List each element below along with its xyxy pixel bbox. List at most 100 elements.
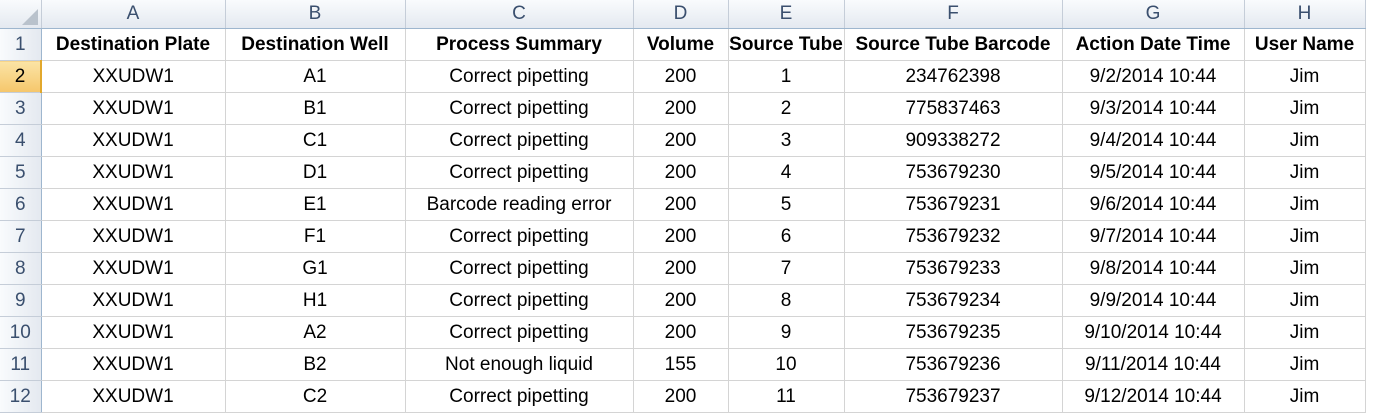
table-cell[interactable]: 909338272 bbox=[844, 124, 1063, 157]
header-cell[interactable]: Source Tube bbox=[728, 28, 845, 61]
table-cell[interactable]: XXUDW1 bbox=[41, 252, 226, 285]
column-header-e[interactable]: E bbox=[728, 0, 845, 29]
table-cell[interactable]: 9/5/2014 10:44 bbox=[1062, 156, 1245, 189]
table-cell[interactable]: Correct pipetting bbox=[405, 92, 634, 125]
table-cell[interactable]: 155 bbox=[633, 348, 729, 381]
table-cell[interactable]: XXUDW1 bbox=[41, 156, 226, 189]
table-cell[interactable]: 3 bbox=[728, 124, 845, 157]
table-cell[interactable]: 2 bbox=[728, 92, 845, 125]
table-cell[interactable]: Jim bbox=[1244, 60, 1366, 93]
table-cell[interactable]: Jim bbox=[1244, 284, 1366, 317]
table-cell[interactable]: Correct pipetting bbox=[405, 156, 634, 189]
table-cell[interactable]: XXUDW1 bbox=[41, 284, 226, 317]
table-cell[interactable]: XXUDW1 bbox=[41, 220, 226, 253]
table-cell[interactable]: Not enough liquid bbox=[405, 348, 634, 381]
table-cell[interactable]: 1 bbox=[728, 60, 845, 93]
table-cell[interactable]: 200 bbox=[633, 156, 729, 189]
table-cell[interactable]: Barcode reading error bbox=[405, 188, 634, 221]
table-cell[interactable]: 9/6/2014 10:44 bbox=[1062, 188, 1245, 221]
table-cell[interactable]: Jim bbox=[1244, 124, 1366, 157]
table-cell[interactable]: 200 bbox=[633, 60, 729, 93]
table-cell[interactable]: 9/3/2014 10:44 bbox=[1062, 92, 1245, 125]
row-header[interactable]: 9 bbox=[0, 284, 42, 317]
table-cell[interactable]: 200 bbox=[633, 284, 729, 317]
table-cell[interactable]: Jim bbox=[1244, 252, 1366, 285]
header-cell[interactable]: Action Date Time bbox=[1062, 28, 1245, 61]
table-cell[interactable]: 200 bbox=[633, 380, 729, 413]
header-cell[interactable]: Source Tube Barcode bbox=[844, 28, 1063, 61]
table-cell[interactable]: Correct pipetting bbox=[405, 380, 634, 413]
column-header-h[interactable]: H bbox=[1244, 0, 1366, 29]
table-cell[interactable]: 4 bbox=[728, 156, 845, 189]
table-cell[interactable]: XXUDW1 bbox=[41, 348, 226, 381]
table-cell[interactable]: XXUDW1 bbox=[41, 188, 226, 221]
table-cell[interactable]: 200 bbox=[633, 252, 729, 285]
row-header[interactable]: 1 bbox=[0, 28, 42, 61]
table-cell[interactable]: Correct pipetting bbox=[405, 284, 634, 317]
table-cell[interactable]: 200 bbox=[633, 316, 729, 349]
row-header[interactable]: 3 bbox=[0, 92, 42, 125]
table-cell[interactable]: C1 bbox=[225, 124, 406, 157]
column-header-d[interactable]: D bbox=[633, 0, 729, 29]
table-cell[interactable]: 234762398 bbox=[844, 60, 1063, 93]
table-cell[interactable]: Correct pipetting bbox=[405, 316, 634, 349]
table-cell[interactable]: Jim bbox=[1244, 316, 1366, 349]
table-cell[interactable]: 200 bbox=[633, 188, 729, 221]
table-cell[interactable]: 9/11/2014 10:44 bbox=[1062, 348, 1245, 381]
row-header[interactable]: 4 bbox=[0, 124, 42, 157]
table-cell[interactable]: 753679232 bbox=[844, 220, 1063, 253]
row-header[interactable]: 5 bbox=[0, 156, 42, 189]
row-header[interactable]: 6 bbox=[0, 188, 42, 221]
table-cell[interactable]: 200 bbox=[633, 124, 729, 157]
table-cell[interactable]: XXUDW1 bbox=[41, 92, 226, 125]
header-cell[interactable]: User Name bbox=[1244, 28, 1366, 61]
table-cell[interactable]: B2 bbox=[225, 348, 406, 381]
column-header-b[interactable]: B bbox=[225, 0, 406, 29]
table-cell[interactable]: Correct pipetting bbox=[405, 60, 634, 93]
table-cell[interactable]: 753679230 bbox=[844, 156, 1063, 189]
table-cell[interactable]: 9/8/2014 10:44 bbox=[1062, 252, 1245, 285]
table-cell[interactable]: F1 bbox=[225, 220, 406, 253]
table-cell[interactable]: 753679231 bbox=[844, 188, 1063, 221]
column-header-c[interactable]: C bbox=[405, 0, 634, 29]
table-cell[interactable]: 9 bbox=[728, 316, 845, 349]
table-cell[interactable]: C2 bbox=[225, 380, 406, 413]
table-cell[interactable]: B1 bbox=[225, 92, 406, 125]
select-all-button[interactable] bbox=[0, 0, 42, 29]
table-cell[interactable]: XXUDW1 bbox=[41, 60, 226, 93]
table-cell[interactable]: Jim bbox=[1244, 220, 1366, 253]
column-header-f[interactable]: F bbox=[844, 0, 1063, 29]
table-cell[interactable]: Correct pipetting bbox=[405, 124, 634, 157]
table-cell[interactable]: XXUDW1 bbox=[41, 316, 226, 349]
table-cell[interactable]: 9/2/2014 10:44 bbox=[1062, 60, 1245, 93]
row-header[interactable]: 7 bbox=[0, 220, 42, 253]
table-cell[interactable]: 9/4/2014 10:44 bbox=[1062, 124, 1245, 157]
row-header[interactable]: 10 bbox=[0, 316, 42, 349]
table-cell[interactable]: 753679235 bbox=[844, 316, 1063, 349]
table-cell[interactable]: G1 bbox=[225, 252, 406, 285]
table-cell[interactable]: A1 bbox=[225, 60, 406, 93]
table-cell[interactable]: H1 bbox=[225, 284, 406, 317]
table-cell[interactable]: 753679237 bbox=[844, 380, 1063, 413]
column-header-g[interactable]: G bbox=[1062, 0, 1245, 29]
column-header-a[interactable]: A bbox=[41, 0, 226, 29]
table-cell[interactable]: 9/9/2014 10:44 bbox=[1062, 284, 1245, 317]
row-header[interactable]: 8 bbox=[0, 252, 42, 285]
table-cell[interactable]: Jim bbox=[1244, 156, 1366, 189]
header-cell[interactable]: Destination Well bbox=[225, 28, 406, 61]
table-cell[interactable]: 9/7/2014 10:44 bbox=[1062, 220, 1245, 253]
table-cell[interactable]: D1 bbox=[225, 156, 406, 189]
table-cell[interactable]: 775837463 bbox=[844, 92, 1063, 125]
table-cell[interactable]: Jim bbox=[1244, 188, 1366, 221]
header-cell[interactable]: Process Summary bbox=[405, 28, 634, 61]
table-cell[interactable]: Correct pipetting bbox=[405, 220, 634, 253]
header-cell[interactable]: Volume bbox=[633, 28, 729, 61]
table-cell[interactable]: 10 bbox=[728, 348, 845, 381]
header-cell[interactable]: Destination Plate bbox=[41, 28, 226, 61]
table-cell[interactable]: 7 bbox=[728, 252, 845, 285]
table-cell[interactable]: E1 bbox=[225, 188, 406, 221]
table-cell[interactable]: 200 bbox=[633, 92, 729, 125]
table-cell[interactable]: XXUDW1 bbox=[41, 124, 226, 157]
table-cell[interactable]: 9/10/2014 10:44 bbox=[1062, 316, 1245, 349]
table-cell[interactable]: 753679234 bbox=[844, 284, 1063, 317]
